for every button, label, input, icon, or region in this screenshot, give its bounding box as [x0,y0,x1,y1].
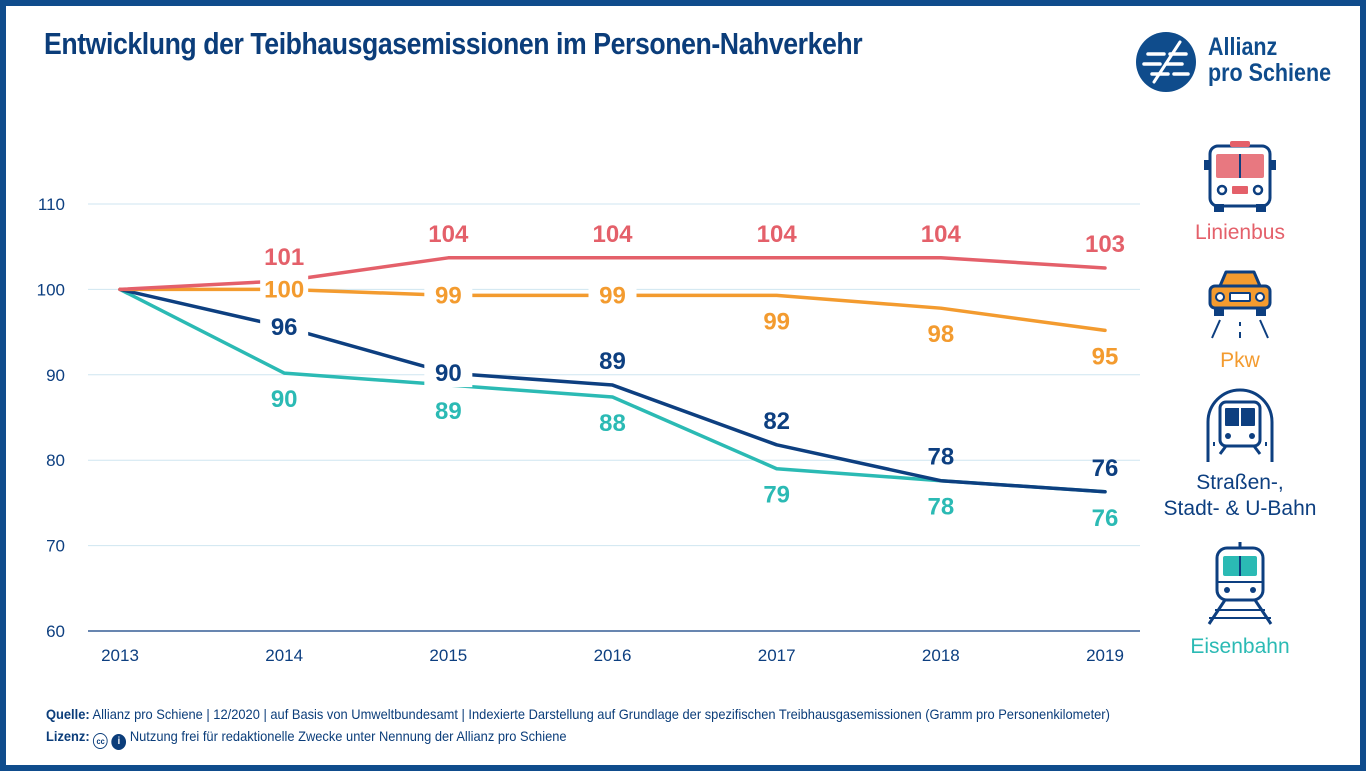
legend-label-line: Straßen-, [1196,471,1284,494]
legend-label-tram: Straßen-, Stadt- & U-Bahn [1150,470,1330,522]
data-label-bg [424,281,473,310]
y-tick-label: 80 [46,451,65,470]
data-label-bus: 101 [264,244,304,271]
train-icon [1207,542,1273,625]
bus-icon [1204,141,1276,212]
x-tick-label: 2018 [922,646,960,665]
data-label-tram: 82 [763,408,790,435]
data-label-rail: 88 [599,410,626,437]
license-label: Lizenz: [46,728,90,744]
data-label-tram: 78 [927,444,954,471]
data-label-bg [588,281,637,310]
legend-label-rail: Eisenbahn [1150,634,1330,660]
data-label-car: 98 [927,321,954,348]
legend-label-line: Pkw [1220,349,1260,372]
legend-item-bus: Linienbus [1150,138,1330,246]
chart-title: Entwicklung der Teibhausgasemissionen im… [44,26,863,61]
data-label-bus: 104 [921,221,962,248]
x-tick-label: 2016 [594,646,632,665]
legend-label-line: Stadt- & U-Bahn [1163,497,1317,520]
x-tick-label: 2015 [429,646,467,665]
data-label-bus: 104 [757,221,798,248]
logo-line-1: Allianz [1208,33,1278,61]
data-label-car: 95 [1092,343,1119,370]
data-label-car: 99 [435,282,462,309]
tram-icon [1206,388,1274,462]
x-tick-label: 2017 [758,646,796,665]
data-label-car: 100 [264,276,304,303]
legend-item-tram: Straßen-, Stadt- & U-Bahn [1150,388,1330,522]
data-label-tram: 90 [435,360,462,387]
data-label-bus: 104 [428,221,469,248]
car-icon [1208,270,1272,339]
data-label-car: 99 [763,308,790,335]
footer-source: Quelle: Allianz pro Schiene | 12/2020 | … [46,706,1110,722]
x-tick-label: 2014 [265,646,303,665]
rail-logo-icon [1136,32,1196,92]
data-label-rail: 78 [927,494,954,521]
cc-license-icon: cc [93,733,108,749]
attribution-icon: i [111,734,127,750]
data-label-bg [260,312,309,341]
y-tick-label: 70 [46,537,65,556]
data-label-rail: 79 [763,482,790,509]
legend-item-rail: Eisenbahn [1150,540,1330,660]
data-label-rail: 89 [435,398,462,425]
source-label: Quelle: [46,706,90,722]
data-label-tram: 76 [1092,455,1119,482]
legend-item-car: Pkw [1150,264,1330,374]
data-label-rail: 76 [1092,505,1119,532]
data-label-bus: 103 [1085,231,1125,258]
data-label-tram: 89 [599,348,626,375]
legend-label-line: Linienbus [1195,221,1285,244]
legend-label-bus: Linienbus [1150,220,1330,246]
data-label-bg [424,359,473,388]
license-text: Nutzung frei für redaktionelle Zwecke un… [129,728,567,744]
allianz-logo: Allianz pro Schiene [1134,30,1344,94]
line-chart: 60 70 80 90 100 110 2013 2014 2015 2016 2017 2018 20… [37,195,1140,665]
x-tick-label: 2019 [1086,646,1124,665]
source-text: Allianz pro Schiene | 12/2020 | auf Basi… [92,706,1110,722]
y-tick-label: 60 [46,622,65,641]
logo-wordmark: Allianz pro Schiene [1208,34,1331,86]
data-label-bus: 104 [592,221,633,248]
footer-license: Lizenz: cc i Nutzung frei für redaktione… [46,728,567,750]
logo-line-2: pro Schiene [1208,59,1332,87]
y-tick-label: 90 [46,366,65,385]
x-tick-label: 2013 [101,646,139,665]
legend-label-line: Eisenbahn [1190,635,1290,658]
data-label-rail: 90 [271,386,298,413]
y-tick-label: 110 [38,195,65,214]
legend-label-car: Pkw [1150,348,1330,374]
y-tick-label: 100 [37,280,65,299]
data-label-car: 99 [599,282,626,309]
data-label-tram: 96 [271,314,298,341]
data-label-bg [260,275,309,304]
